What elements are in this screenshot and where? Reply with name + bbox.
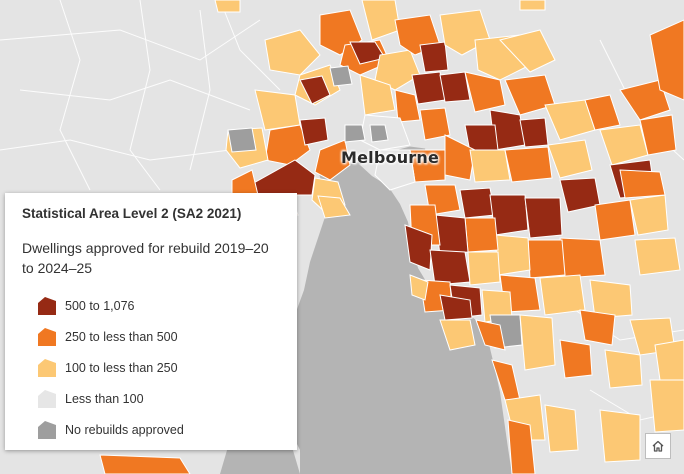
sa2-region[interactable] xyxy=(547,139,593,179)
sa2-region[interactable] xyxy=(467,251,501,286)
sa2-region[interactable] xyxy=(429,249,471,286)
sa2-region[interactable] xyxy=(317,195,351,219)
legend-items: 500 to 1,076 250 to less than 500 100 to l… xyxy=(22,290,281,445)
sa2-region[interactable] xyxy=(299,75,331,105)
sa2-region[interactable] xyxy=(374,49,421,91)
legend-item: Less than 100 xyxy=(22,383,281,414)
legend-title: Statistical Area Level 2 (SA2 2021) xyxy=(22,206,242,221)
sa2-region[interactable] xyxy=(649,379,684,433)
sa2-region[interactable] xyxy=(639,114,677,156)
sa2-region[interactable] xyxy=(634,237,681,276)
sa2-region[interactable] xyxy=(584,94,621,131)
sa2-region[interactable] xyxy=(419,107,451,141)
sa2-region[interactable] xyxy=(329,65,353,87)
legend-subtitle: Dwellings approved for rebuild 2019–20 t… xyxy=(22,240,269,276)
sa2-region[interactable] xyxy=(439,71,471,103)
sa2-region[interactable] xyxy=(419,41,449,73)
sa2-region[interactable] xyxy=(227,127,257,153)
legend-label: Less than 100 xyxy=(65,391,144,406)
sa2-region[interactable] xyxy=(439,319,476,351)
legend-swatch xyxy=(38,389,56,408)
sa2-region[interactable] xyxy=(559,339,593,379)
sa2-region[interactable] xyxy=(264,29,321,76)
home-icon xyxy=(652,440,664,452)
legend-swatch xyxy=(38,296,56,315)
city-label-melbourne: Melbourne xyxy=(341,148,440,167)
sa2-region[interactable] xyxy=(374,149,416,191)
sa2-region[interactable] xyxy=(344,124,366,143)
sa2-region[interactable] xyxy=(475,319,506,351)
sa2-region[interactable] xyxy=(299,117,329,146)
sa2-region[interactable] xyxy=(469,149,511,183)
sa2-region[interactable] xyxy=(314,139,351,181)
sa2-region[interactable] xyxy=(519,117,549,148)
legend-item: 100 to less than 250 xyxy=(22,352,281,383)
sa2-region[interactable] xyxy=(589,279,633,319)
sa2-region[interactable] xyxy=(519,0,546,11)
legend-swatch xyxy=(38,327,56,346)
sa2-region[interactable] xyxy=(524,197,563,239)
sa2-region[interactable] xyxy=(559,237,606,279)
sa2-region[interactable] xyxy=(507,419,536,474)
sa2-region[interactable] xyxy=(544,404,579,453)
sa2-region[interactable] xyxy=(629,194,669,236)
sa2-region[interactable] xyxy=(504,146,553,183)
legend-label: 250 to less than 500 xyxy=(65,329,178,344)
sa2-region[interactable] xyxy=(464,217,499,253)
home-button[interactable] xyxy=(645,433,671,459)
sa2-region[interactable] xyxy=(459,187,496,219)
sa2-region[interactable] xyxy=(499,29,556,73)
sa2-region[interactable] xyxy=(464,71,506,113)
sa2-region[interactable] xyxy=(404,224,433,271)
sa2-region[interactable] xyxy=(654,339,684,381)
legend-item: No rebuilds approved xyxy=(22,414,281,445)
sa2-region[interactable] xyxy=(599,409,641,463)
sa2-region[interactable] xyxy=(434,214,469,256)
legend-label: 500 to 1,076 xyxy=(65,298,135,313)
sa2-region[interactable] xyxy=(594,199,636,241)
legend-item: 500 to 1,076 xyxy=(22,290,281,321)
sa2-region[interactable] xyxy=(579,309,616,346)
sa2-region[interactable] xyxy=(369,124,389,143)
sa2-region[interactable] xyxy=(214,0,241,13)
legend-swatch xyxy=(38,420,56,439)
sa2-region[interactable] xyxy=(394,89,421,123)
sa2-region[interactable] xyxy=(439,294,473,321)
sa2-region[interactable] xyxy=(539,274,586,316)
legend-panel: Statistical Area Level 2 (SA2 2021) Dwel… xyxy=(5,193,297,450)
sa2-region[interactable] xyxy=(649,19,684,101)
legend-swatch xyxy=(38,358,56,377)
sa2-region[interactable] xyxy=(359,74,396,116)
sa2-region[interactable] xyxy=(519,314,556,371)
sa2-region[interactable] xyxy=(99,454,191,474)
sa2-region[interactable] xyxy=(494,234,531,276)
port-phillip-bay xyxy=(262,162,512,474)
sa2-region[interactable] xyxy=(604,349,643,389)
sa2-region[interactable] xyxy=(619,79,671,121)
legend-item: 250 to less than 500 xyxy=(22,321,281,352)
legend-label: No rebuilds approved xyxy=(65,422,184,437)
legend-label: 100 to less than 250 xyxy=(65,360,178,375)
sa2-region[interactable] xyxy=(619,169,666,199)
sa2-region[interactable] xyxy=(409,274,429,301)
sa2-region[interactable] xyxy=(527,239,566,279)
